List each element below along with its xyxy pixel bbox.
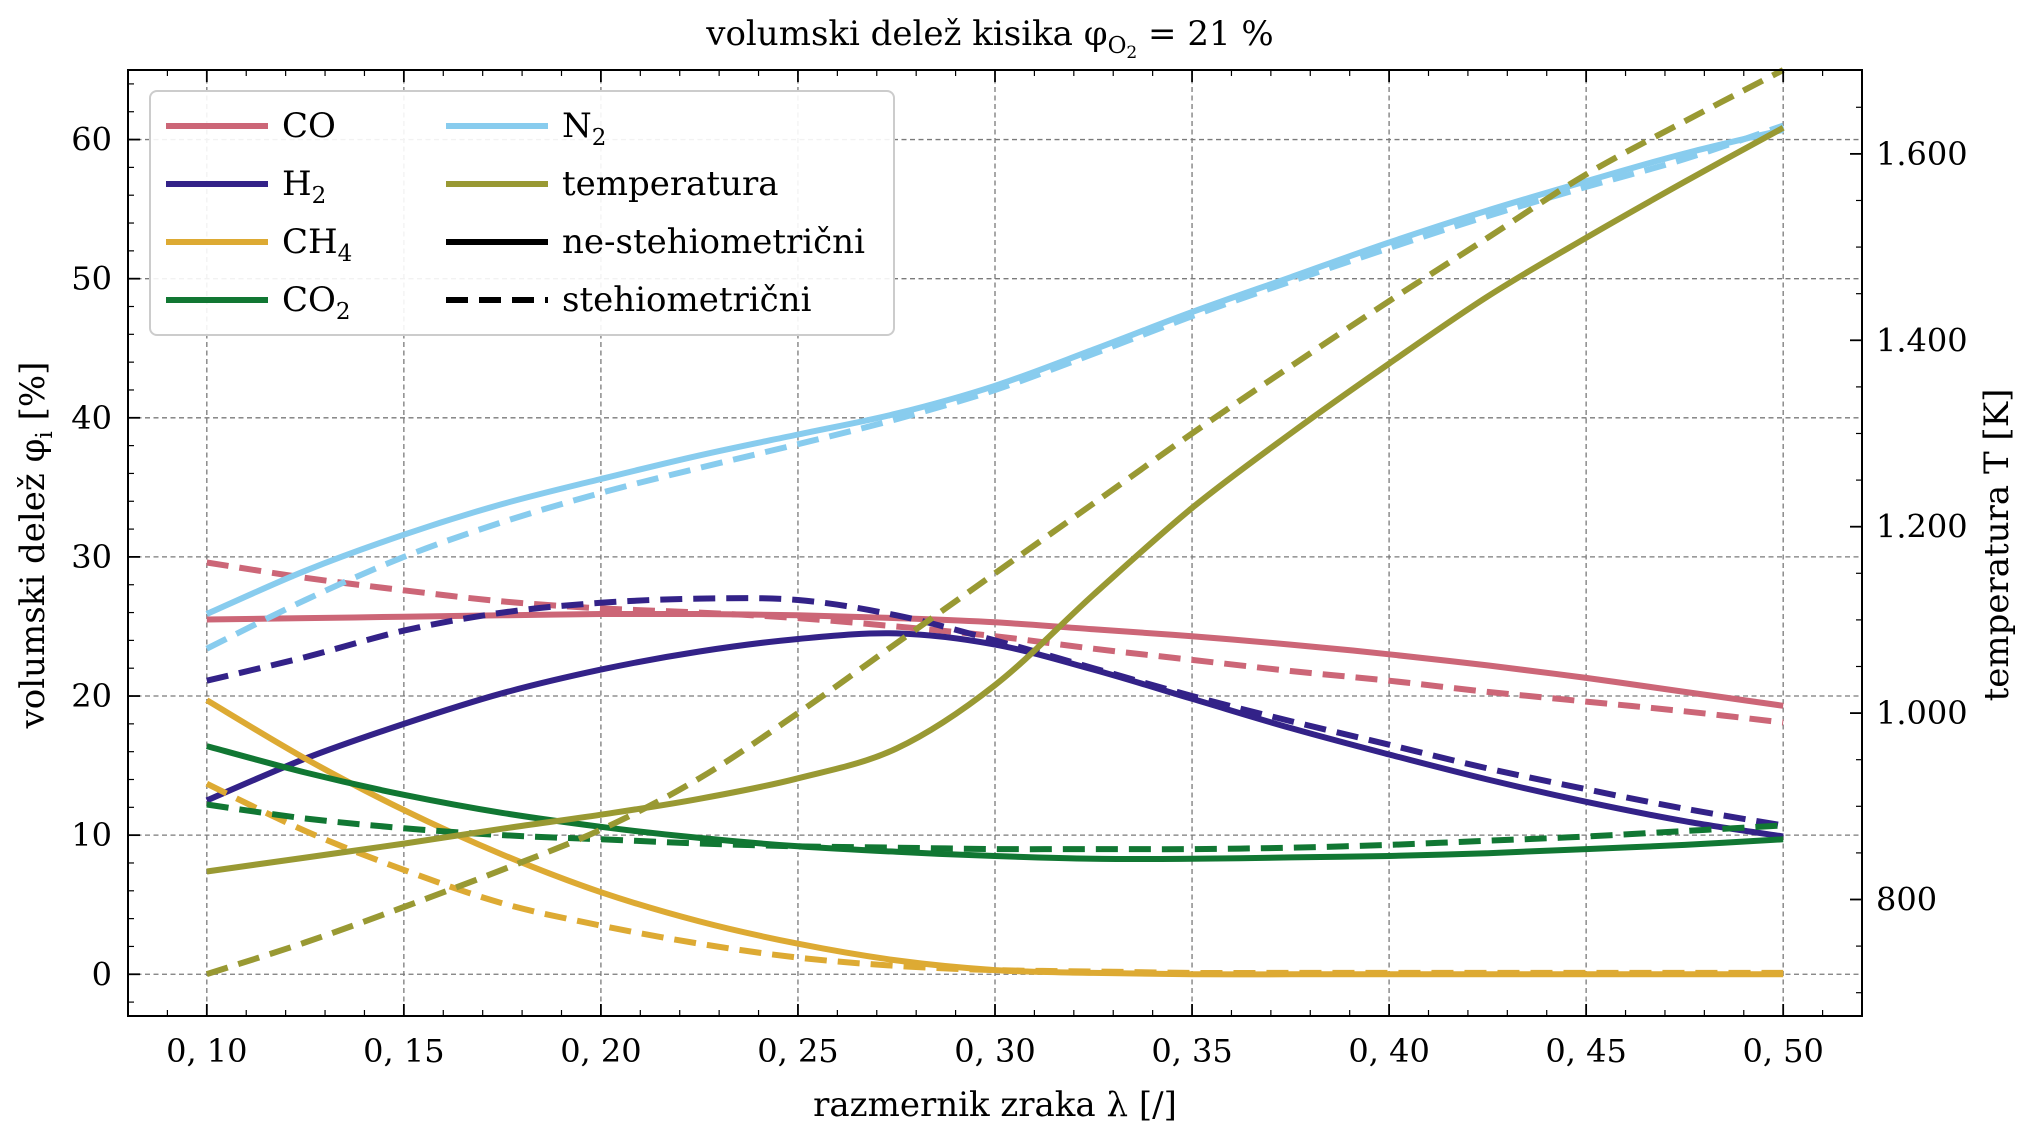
y-left-tick-label-0: 0 — [92, 955, 112, 993]
x-tick-label-8: 0, 50 — [1742, 1032, 1823, 1070]
y-left-tick-label-3: 30 — [71, 538, 112, 576]
y-axis-right: 800 1.000 1.200 1.400 1.600 — [1850, 106, 1968, 994]
chart-title-tail: = 21 % — [1137, 14, 1273, 54]
chart-title-subsub: 2 — [1126, 43, 1137, 63]
series-line-5 — [205, 780, 1784, 976]
y-axis-right-label: temperatura T [K] — [1977, 389, 2017, 702]
x-tick-label-3: 0, 25 — [757, 1032, 838, 1070]
y-right-tick-label-2: 1.200 — [1876, 508, 1968, 546]
legend-label-text-1: H — [282, 164, 312, 204]
x-tick-label-1: 0, 15 — [363, 1032, 444, 1070]
legend-label-text-5: temperatura — [562, 164, 779, 204]
y-left-tick-label-2: 20 — [71, 677, 112, 715]
legend-label-sub-3: 2 — [336, 299, 351, 325]
series-line-2 — [205, 630, 1784, 840]
x-tick-label-6: 0, 40 — [1348, 1032, 1429, 1070]
y-left-tick-label-6: 60 — [71, 121, 112, 159]
legend-label-text-3: CO — [282, 280, 336, 320]
legend-label-text-7: stehiometrični — [562, 280, 812, 320]
legend-label-text-2: CH — [282, 222, 338, 262]
y-left-tick-label-5: 50 — [71, 260, 112, 298]
y-axis-left-label-main: volumski delež φ — [13, 439, 53, 730]
x-tick-label-0: 0, 10 — [166, 1032, 247, 1070]
legend-label-text-6: ne-stehiometrični — [562, 222, 865, 262]
x-tick-label-5: 0, 35 — [1151, 1032, 1232, 1070]
chart-title-sub: O — [1108, 33, 1127, 59]
legend-label-0: CO — [282, 106, 336, 146]
y-axis-left-label-sub: i — [32, 431, 58, 438]
y-right-tick-label-3: 1.400 — [1876, 321, 1968, 359]
x-tick-label-4: 0, 30 — [954, 1032, 1035, 1070]
legend-label-1: H2 — [282, 164, 326, 209]
y-axis-left-label: volumski delež φi [%] — [13, 362, 58, 730]
legend-label-sub-1: 2 — [312, 183, 327, 209]
legend-box — [149, 90, 895, 336]
legend-label-6: ne-stehiometrični — [562, 222, 865, 262]
chart-title-main: volumski delež kisika φ — [705, 14, 1107, 54]
y-right-tick-label-0: 800 — [1876, 880, 1937, 918]
legend: COH2CH4CO2N2temperaturane-stehiometrični… — [149, 90, 895, 336]
legend-label-4: N2 — [562, 106, 606, 151]
y-right-tick-label-1: 1.000 — [1876, 694, 1968, 732]
y-axis-left-label-tail: [%] — [13, 362, 53, 432]
y-right-tick-label-4: 1.600 — [1876, 135, 1968, 173]
legend-label-text-0: CO — [282, 106, 336, 146]
y-axis-left: 0 10 20 30 40 50 60 — [71, 83, 140, 1003]
series-group — [205, 67, 1785, 978]
chart-title: volumski delež kisika φO2 = 21 % — [705, 14, 1273, 63]
series-line-3 — [206, 595, 1784, 829]
x-tick-label-7: 0, 45 — [1545, 1032, 1626, 1070]
legend-label-5: temperatura — [562, 164, 779, 204]
x-axis-label: razmernik zraka λ [/] — [813, 1085, 1177, 1125]
series-line-9 — [205, 122, 1785, 652]
x-tick-label-2: 0, 20 — [560, 1032, 641, 1070]
series-line-10 — [206, 125, 1785, 875]
y-left-tick-label-1: 10 — [71, 816, 112, 854]
legend-label-2: CH4 — [282, 222, 352, 267]
legend-label-text-4: N — [562, 106, 592, 146]
series-line-6 — [206, 743, 1784, 863]
legend-label-sub-4: 2 — [592, 125, 607, 151]
legend-label-3: CO2 — [282, 280, 351, 325]
legend-label-sub-2: 4 — [338, 241, 353, 267]
x-axis: 0, 10 0, 15 0, 20 0, 25 0, 30 0, 35 0, 40 0, 45… — [166, 70, 1824, 1070]
y-left-tick-label-4: 40 — [71, 399, 112, 437]
series-line-11 — [205, 67, 1785, 977]
series-line-1 — [206, 559, 1784, 726]
series-line-8 — [205, 126, 1784, 617]
legend-label-7: stehiometrični — [562, 280, 812, 320]
